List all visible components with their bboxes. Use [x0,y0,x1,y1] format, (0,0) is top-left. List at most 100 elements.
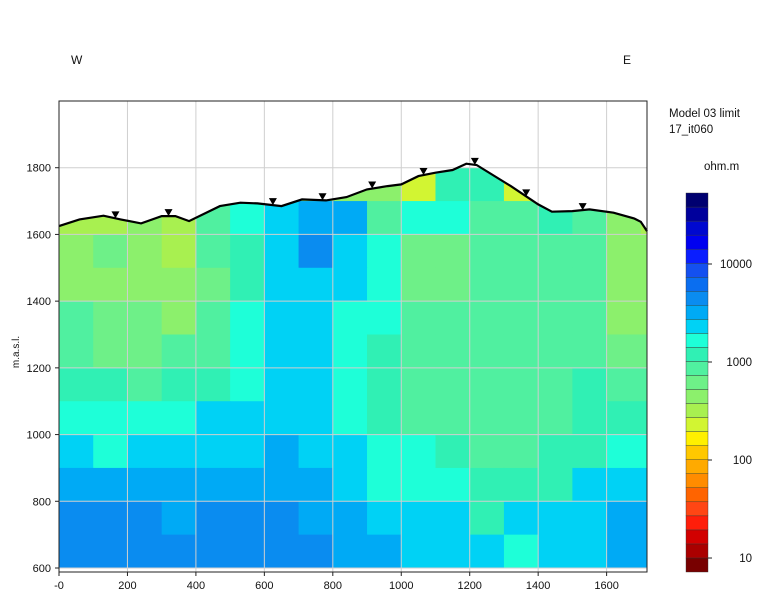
heatmap-cell [640,501,647,536]
heatmap-cell [367,334,402,369]
heatmap-cell [230,201,265,235]
heatmap-cell [195,501,231,536]
heatmap-cell [332,401,368,436]
heatmap-cell [401,534,436,569]
heatmap-cell [59,434,94,469]
colorbar-segment [685,557,709,573]
topography-line [58,162,648,232]
heatmap-cell [401,434,436,469]
heatmap-cell [93,367,128,402]
heatmap-cell [435,301,471,335]
heatmap-cell [332,534,368,569]
heatmap-cell [230,401,265,436]
electrode-marker [268,198,277,206]
heatmap-cell [367,367,402,402]
x-tick-label: 400 [187,580,205,592]
heatmap-cell [469,534,505,569]
heatmap-cell [640,434,647,469]
colorbar-segment [685,206,709,222]
heatmap-cell [332,501,368,536]
heatmap-cell [264,234,300,269]
heatmap-cell [401,234,436,269]
heatmap-cell [606,301,642,335]
heatmap-cell [298,267,334,302]
colorbar-segment [685,417,709,432]
heatmap-cell [435,367,471,402]
heatmap-cell [367,501,402,536]
heatmap-cell [127,267,163,302]
heatmap-cell [435,534,471,569]
heatmap-cell [230,267,265,302]
heatmap-cell [572,467,608,502]
heatmap-cell [367,467,402,502]
colorbar-segment [685,543,709,559]
heatmap-cell [538,334,573,369]
plot-frame [58,100,648,573]
heatmap-cell [93,501,128,536]
heatmap-cell [572,401,608,436]
heatmap-cell [161,501,197,536]
heatmap-cell [93,434,128,469]
heatmap-cell [264,301,300,335]
heatmap-cell [469,301,505,335]
heatmap-cell [59,534,94,569]
heatmap-cell [264,401,300,436]
heatmap-cell [195,234,231,269]
x-tick-label: 1200 [457,580,481,592]
electrodes [111,157,587,219]
heatmap-cell [606,234,642,269]
heatmap-cell [298,401,334,436]
heatmap-cell [538,501,573,536]
heatmap-cell [127,401,163,436]
heatmap-cell [195,301,231,335]
heatmap-cell [367,301,402,335]
heatmap-cell [93,234,128,269]
heatmap-cell [127,367,163,402]
heatmap-cell [127,501,163,536]
heatmap-cell [161,534,197,569]
heatmap-cell [503,434,539,469]
heatmap-cell [503,401,539,436]
heatmap-cell [367,434,402,469]
heatmap-cell [640,234,647,269]
colorbar-segment [685,347,709,362]
x-tick-label: 600 [255,580,273,592]
heatmap-cell [195,334,231,369]
y-tick-label: 1800 [27,163,51,175]
heatmap-cell [367,401,402,436]
heatmap-cell [503,267,539,302]
heatmap-cell [401,501,436,536]
heatmap-cell [59,301,94,335]
legend-title-line1: Model 03 limit [669,108,741,120]
heatmap-cell [332,201,368,235]
heatmap-cell [93,267,128,302]
colorbar-segment [685,319,709,334]
colorbar-segment [685,459,709,474]
electrode-marker [470,157,479,165]
heatmap-cell [503,467,539,502]
heatmap-cell [401,401,436,436]
heatmap-cell [298,234,334,269]
heatmap-cell [538,467,573,502]
heatmap-cell [435,501,471,536]
colorbar-segment [685,248,709,264]
colorbar-segment [685,515,709,531]
heatmap-cell [367,201,402,235]
heatmap-cell [127,534,163,569]
x-tick-label: 200 [118,580,136,592]
heatmap-cell [298,301,334,335]
heatmap-cell [59,234,94,269]
heatmap-cell [264,334,300,369]
heatmap-cell [161,367,197,402]
heatmap-cell [640,467,647,502]
colorbar-unit: ohm.m [704,161,739,173]
heatmap-cell [435,201,471,235]
heatmap-cell [230,434,265,469]
heatmap-cell [503,201,539,235]
heatmap-cell [195,534,231,569]
heatmap-cell [230,234,265,269]
heatmap-cell [93,401,128,436]
y-tick-label: 1200 [27,363,51,375]
heatmap-cell [572,501,608,536]
heatmap-cell [503,334,539,369]
